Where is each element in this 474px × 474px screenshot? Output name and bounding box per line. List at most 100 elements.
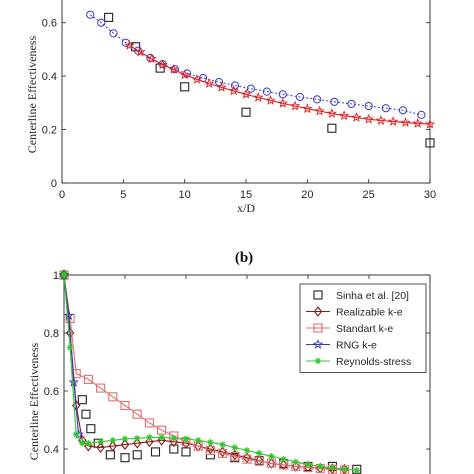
data-point-diamond (133, 437, 142, 449)
data-point-asterisk (304, 461, 312, 468)
data-point-square (254, 456, 264, 466)
data-point-square (83, 374, 93, 384)
data-point-asterisk (66, 344, 74, 351)
plot-area-a (61, 0, 431, 184)
data-point-circles-dotted (417, 110, 426, 119)
data-point-square (144, 418, 154, 428)
data-point-square (96, 383, 106, 393)
data-point-stars-solid (124, 39, 135, 50)
data-point-circles-dotted (347, 99, 356, 109)
legend-marker (313, 290, 323, 300)
data-point-diamond (181, 437, 191, 449)
data-point-square (86, 424, 96, 434)
data-point-asterisk (207, 439, 214, 446)
panel-label-b: (b) (235, 250, 253, 266)
data-point-diamond (242, 452, 252, 464)
data-point-stars-solid (424, 118, 436, 129)
data-point-stars-solid (203, 78, 215, 89)
data-point-asterisk (146, 434, 153, 441)
data-point-diamond (218, 446, 227, 458)
data-point-stars-solid (253, 92, 264, 102)
series-line-2 (63, 274, 345, 471)
data-point-stars-solid (191, 73, 203, 84)
y-axis-title-a: Centerline Effectiveness (25, 35, 39, 153)
apex-marker (59, 269, 69, 281)
data-point-circles-dotted (313, 95, 322, 104)
y-tick-label-a: 0.6 (42, 18, 57, 30)
data-point-circles-dotted (121, 38, 130, 47)
data-point-stars-solid (302, 103, 313, 114)
data-point-square-markers (180, 82, 190, 92)
data-point-circles-dotted (278, 90, 287, 99)
data-point-square (81, 409, 91, 419)
data-point-circles-dotted (364, 101, 373, 111)
data-point-square (132, 409, 142, 419)
data-point-asterisk (109, 437, 116, 444)
y-tick-label-b: 0.8 (44, 328, 59, 340)
legend-label: RNG k-e (336, 340, 377, 352)
x-tick-label-a: 20 (301, 189, 313, 201)
data-point-stars-solid (277, 98, 289, 108)
data-point-asterisk (353, 466, 360, 474)
data-point-stars-solid (363, 113, 374, 124)
x-tick-label-a: 15 (240, 189, 252, 201)
legend-marker (314, 357, 322, 365)
data-point-circles-dotted (262, 87, 271, 96)
data-point-asterisk (256, 450, 263, 457)
legend-label: Sinha et al. [20] (336, 290, 409, 302)
x-tick-label-a: 25 (363, 189, 375, 201)
data-point-diamond (267, 458, 276, 469)
data-point-asterisk (195, 437, 202, 444)
data-point-asterisk (170, 434, 177, 442)
data-point-diamond (230, 449, 239, 461)
data-point-star (68, 376, 79, 387)
data-point-square (218, 448, 228, 458)
data-point-square (120, 400, 130, 411)
data-point-square-markers (104, 12, 114, 22)
data-point-asterisk (268, 453, 275, 460)
data-point-asterisk (134, 435, 141, 442)
data-point-asterisk (73, 431, 80, 438)
data-point-square (108, 392, 118, 402)
data-point-asterisk (182, 435, 190, 443)
legend-marker (313, 306, 323, 317)
data-point-asterisk (280, 455, 287, 463)
data-point-circles-dotted (398, 106, 408, 115)
y-axis-title-b: Centerline Effectiveness (27, 342, 41, 460)
data-point-square-markers (327, 123, 337, 133)
data-point-asterisk (292, 458, 299, 466)
data-point-diamond (84, 440, 93, 452)
data-point-stars-solid (146, 53, 157, 64)
data-point-diamond (108, 440, 117, 452)
data-point-circles-dotted (246, 84, 256, 93)
data-point-stars-solid (326, 108, 338, 118)
data-point-circles-dotted (381, 104, 390, 113)
data-point-diamond (96, 442, 105, 453)
y-tick-label-b: 1 (53, 270, 59, 282)
data-point-square (105, 450, 115, 460)
data-point-diamond (206, 443, 215, 455)
x-tick-label-a: 5 (120, 189, 126, 201)
data-point-stars-solid (216, 81, 227, 92)
data-point-square (169, 444, 179, 454)
data-point-square (157, 425, 167, 435)
data-point-stars-solid (351, 112, 362, 122)
data-point-asterisk (341, 466, 348, 473)
data-point-square (77, 395, 87, 405)
data-point-square (205, 445, 215, 456)
data-point-square-markers (241, 107, 251, 117)
data-point-asterisk (243, 447, 251, 454)
y-tick-label-b: 0.6 (44, 386, 59, 398)
data-point-asterisk (85, 440, 92, 447)
data-point-square (242, 454, 252, 464)
x-axis-title-a: x/D (237, 201, 255, 215)
data-point-asterisk (158, 434, 165, 441)
y-tick-label-a: 0.4 (42, 71, 57, 83)
legend-label: Realizable k-e (336, 307, 403, 319)
data-point-asterisk (231, 444, 238, 451)
data-point-asterisk (317, 463, 324, 470)
data-point-stars-solid (179, 69, 190, 80)
data-point-stars-solid (412, 117, 423, 128)
